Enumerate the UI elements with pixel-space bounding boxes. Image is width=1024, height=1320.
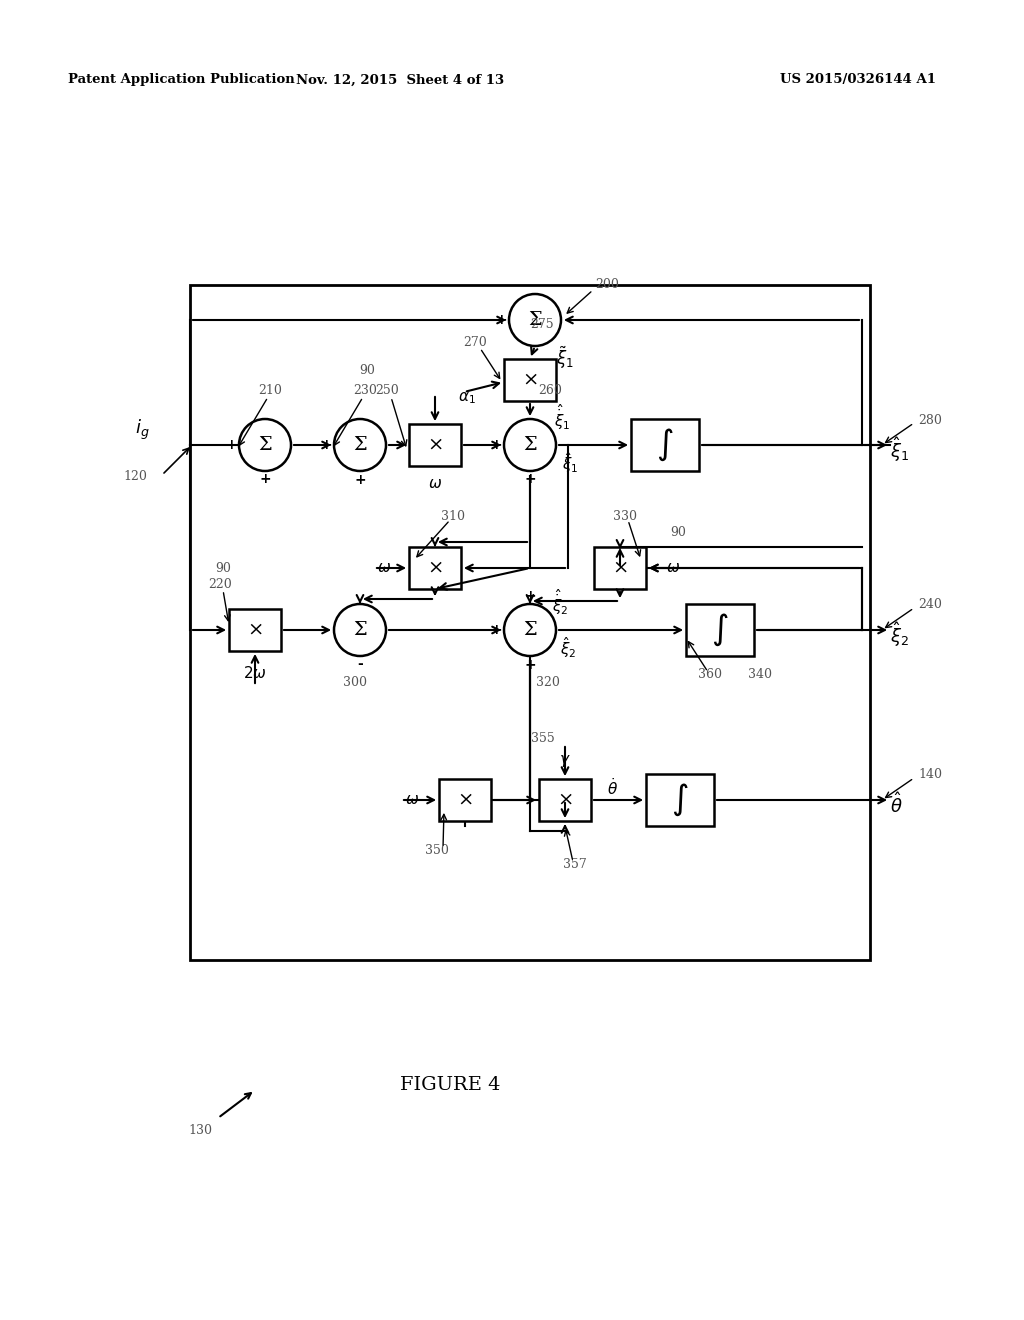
Text: $\omega$: $\omega$ — [404, 793, 419, 807]
Text: +: + — [524, 473, 536, 486]
Text: 240: 240 — [918, 598, 942, 611]
Circle shape — [509, 294, 561, 346]
Text: 200: 200 — [595, 279, 618, 292]
Text: +: + — [490, 438, 502, 451]
Text: $\omega$: $\omega$ — [428, 477, 442, 491]
Text: 300: 300 — [343, 676, 367, 689]
Text: $\omega$: $\omega$ — [377, 561, 391, 576]
Text: FIGURE 4: FIGURE 4 — [399, 1076, 501, 1094]
Text: +: + — [496, 313, 507, 327]
Text: $\alpha_1$: $\alpha_1$ — [458, 391, 476, 405]
Text: 355: 355 — [531, 731, 555, 744]
Text: Σ: Σ — [523, 620, 537, 639]
Bar — [504, 359, 556, 401]
Text: $\hat{\dot{\xi}}_2$: $\hat{\dot{\xi}}_2$ — [552, 587, 568, 616]
Text: 360: 360 — [698, 668, 722, 681]
Circle shape — [504, 418, 556, 471]
Text: -: - — [357, 657, 362, 671]
Text: Σ: Σ — [353, 620, 367, 639]
Bar — [439, 779, 490, 821]
Bar — [539, 779, 591, 821]
Text: $\hat{\xi}_2$: $\hat{\xi}_2$ — [560, 635, 577, 660]
Text: 350: 350 — [425, 843, 449, 857]
Circle shape — [239, 418, 291, 471]
Text: 130: 130 — [188, 1123, 212, 1137]
Text: -: - — [566, 313, 571, 327]
Text: 230: 230 — [353, 384, 377, 396]
Bar — [646, 774, 714, 826]
Text: $\int$: $\int$ — [672, 781, 689, 818]
Text: 357: 357 — [563, 858, 587, 871]
Circle shape — [334, 418, 386, 471]
Text: +: + — [524, 657, 536, 672]
Text: +: + — [321, 438, 332, 451]
Text: $i_g$: $i_g$ — [135, 418, 150, 442]
Text: 310: 310 — [441, 510, 465, 523]
Text: ×: × — [611, 558, 628, 577]
Text: 140: 140 — [918, 768, 942, 781]
Text: 120: 120 — [123, 470, 146, 483]
Text: ×: × — [457, 791, 473, 809]
Text: 90: 90 — [215, 561, 231, 574]
Text: +: + — [490, 623, 502, 638]
Text: +: + — [225, 438, 237, 451]
Text: $\tilde{\xi}_1$: $\tilde{\xi}_1$ — [556, 345, 573, 371]
Text: $\hat{\xi}_2$: $\hat{\xi}_2$ — [890, 620, 909, 649]
Text: Patent Application Publication: Patent Application Publication — [68, 74, 295, 87]
Bar — [594, 546, 646, 589]
Text: $2\omega$: $2\omega$ — [243, 665, 267, 681]
Text: $\hat{\dot{\xi}}_1$: $\hat{\dot{\xi}}_1$ — [554, 403, 570, 432]
Bar — [409, 424, 461, 466]
Text: $\dot{\theta}$: $\dot{\theta}$ — [607, 777, 618, 799]
Text: +: + — [524, 589, 536, 603]
Bar — [229, 609, 281, 651]
Text: 260: 260 — [538, 384, 562, 396]
Text: ×: × — [247, 620, 263, 639]
Text: Σ: Σ — [353, 436, 367, 454]
Text: 250: 250 — [375, 384, 399, 396]
Text: 220: 220 — [208, 578, 231, 591]
Bar — [631, 418, 699, 471]
Text: 340: 340 — [748, 668, 772, 681]
Text: -: - — [324, 623, 329, 638]
Text: 320: 320 — [536, 676, 560, 689]
Text: $\hat{\theta}$: $\hat{\theta}$ — [890, 792, 903, 817]
Text: 330: 330 — [613, 510, 637, 523]
Text: 90: 90 — [670, 527, 686, 540]
Text: Σ: Σ — [528, 312, 542, 329]
Bar — [190, 285, 870, 960]
Text: $\hat{\xi}_1$: $\hat{\xi}_1$ — [890, 436, 909, 465]
Text: Σ: Σ — [258, 436, 272, 454]
Circle shape — [504, 605, 556, 656]
Text: ×: × — [522, 371, 539, 389]
Text: 210: 210 — [258, 384, 282, 396]
Text: ×: × — [427, 558, 443, 577]
Bar — [686, 605, 754, 656]
Bar — [409, 546, 461, 589]
Text: $\gamma$: $\gamma$ — [559, 752, 570, 770]
Text: 275: 275 — [530, 318, 554, 331]
Circle shape — [334, 605, 386, 656]
Text: 270: 270 — [463, 335, 486, 348]
Text: ×: × — [427, 436, 443, 454]
Text: 280: 280 — [918, 413, 942, 426]
Text: ×: × — [557, 791, 573, 809]
Text: $\int$: $\int$ — [712, 611, 729, 648]
Text: +: + — [259, 473, 270, 486]
Text: $\int$: $\int$ — [656, 426, 674, 463]
Text: Σ: Σ — [523, 436, 537, 454]
Text: Nov. 12, 2015  Sheet 4 of 13: Nov. 12, 2015 Sheet 4 of 13 — [296, 74, 504, 87]
Text: +: + — [354, 473, 366, 487]
Text: US 2015/0326144 A1: US 2015/0326144 A1 — [780, 74, 936, 87]
Text: $\omega$: $\omega$ — [666, 561, 680, 576]
Text: $\hat{\xi}_1$: $\hat{\xi}_1$ — [562, 450, 579, 475]
Text: 90: 90 — [359, 363, 375, 376]
